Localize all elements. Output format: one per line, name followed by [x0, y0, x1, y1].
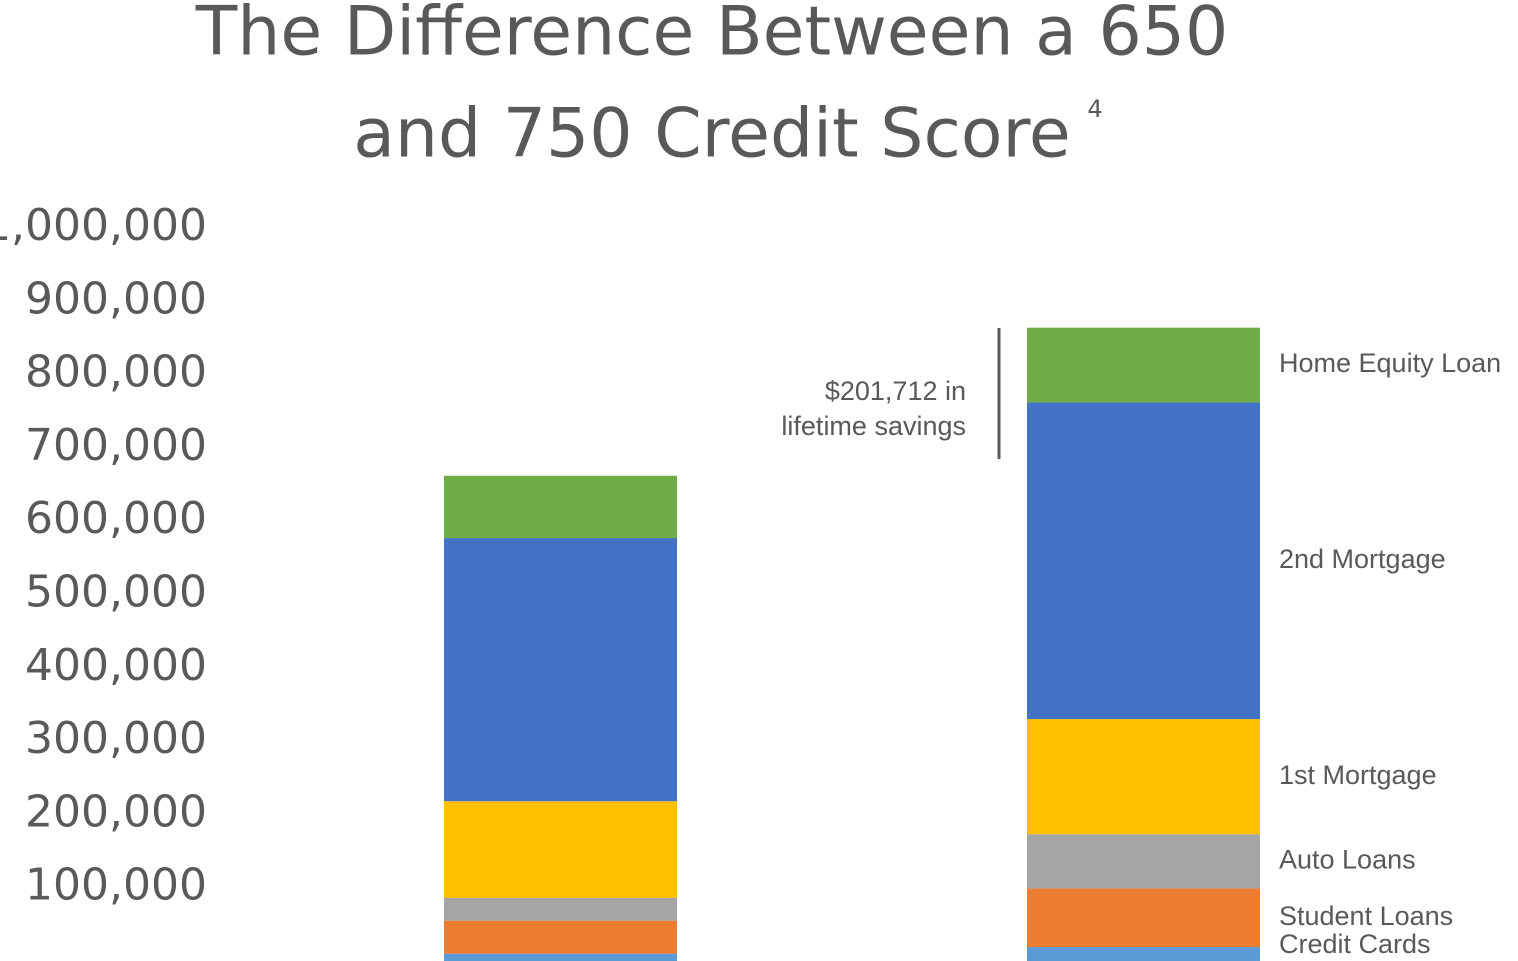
- bar-segment: [444, 953, 677, 961]
- y-tick-label: 300,000: [25, 713, 207, 764]
- y-tick-label: 900,000: [25, 273, 207, 324]
- chart-title-line: and 750 Credit Score: [353, 95, 1071, 174]
- y-tick-label: 100,000: [25, 860, 207, 911]
- legend-label: Credit Cards: [1279, 929, 1431, 959]
- y-tick-label: 1,000,000: [0, 200, 207, 251]
- bar-segment: [1027, 402, 1260, 720]
- bar-segment: [1027, 888, 1260, 948]
- bar-segment: [444, 920, 677, 954]
- y-tick-label: 800,000: [25, 347, 207, 398]
- legend-label: Auto Loans: [1279, 844, 1416, 874]
- y-tick-label: 600,000: [25, 493, 207, 544]
- chart-title-line: The Difference Between a 650: [195, 0, 1228, 72]
- bar-segment: [444, 897, 677, 921]
- annotation: lifetime savings: [781, 411, 966, 441]
- legend-label: 1st Mortgage: [1279, 760, 1437, 790]
- bar-segment: [444, 801, 677, 898]
- y-tick-label: 700,000: [25, 420, 207, 471]
- y-tick-label: 200,000: [25, 786, 207, 837]
- legend-label: Home Equity Loan: [1279, 348, 1501, 378]
- bar-segment: [444, 538, 677, 802]
- title-note: 4: [1087, 95, 1102, 123]
- bar-segment: [1027, 947, 1260, 961]
- bar-segment: [1027, 327, 1260, 403]
- y-tick-label: 500,000: [25, 567, 207, 618]
- annotation: $201,712 in: [825, 376, 966, 406]
- bar-segment: [1027, 834, 1260, 889]
- bar-segment: [444, 475, 677, 539]
- legend-label: 2nd Mortgage: [1279, 544, 1446, 574]
- legend-label: Student Loans: [1279, 901, 1453, 931]
- y-tick-label: 400,000: [25, 640, 207, 691]
- bar-segment: [1027, 719, 1260, 835]
